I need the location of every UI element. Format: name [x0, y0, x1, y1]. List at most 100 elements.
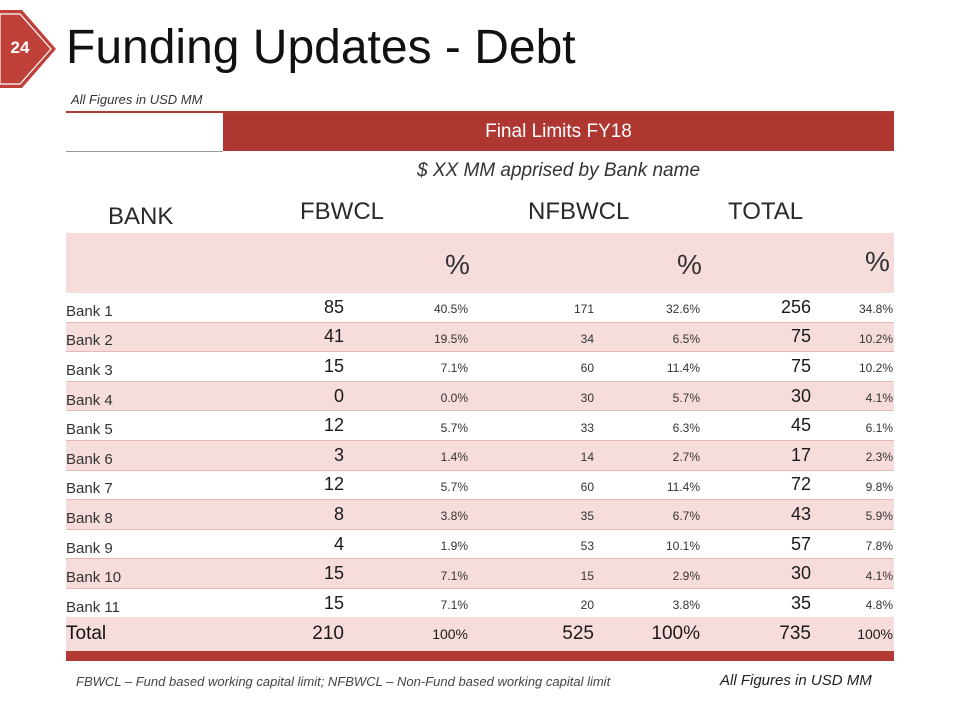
nfbwcl-value: 33: [580, 420, 594, 435]
total-pct: 6.1%: [865, 420, 893, 435]
nfbwcl-value: 15: [580, 568, 594, 583]
footnote: FBWCL – Fund based working capital limit…: [76, 674, 611, 689]
column-header-nfbwcl: NFBWCL: [528, 198, 630, 225]
bank-name: Bank 7: [66, 480, 113, 498]
total-pct: 2.3%: [865, 450, 893, 465]
total-value: 45: [790, 415, 811, 436]
nfbwcl-value: 14: [580, 450, 594, 465]
fbwcl-pct: 5.7%: [440, 420, 468, 435]
badge-chevron-icon: [0, 10, 56, 88]
nfbwcl-pct: 11.4%: [666, 479, 700, 494]
fbwcl-value: 8: [333, 503, 344, 524]
fbwcl-value: 15: [323, 563, 344, 584]
fbwcl-pct: 3.8%: [440, 509, 468, 524]
fbwcl-pct: 1.9%: [440, 539, 468, 554]
total-pct: 4.1%: [865, 568, 893, 583]
fbwcl-value: 3: [333, 444, 344, 465]
table-body: Bank 1 85 40.5% 171 32.6% 256 34.8% Bank 2 41 19.…: [66, 293, 894, 619]
nfbwcl-pct: 2.7%: [672, 450, 700, 465]
total-value: 256: [780, 296, 811, 317]
total-total: 735: [779, 623, 811, 644]
nfbwcl-pct: 3.8%: [672, 598, 700, 613]
fbwcl-pct: 7.1%: [440, 361, 468, 376]
total-label: Total: [66, 623, 107, 644]
total-value: 75: [790, 355, 811, 376]
table-row: Bank 1 85 40.5% 171 32.6% 256 34.8%: [66, 293, 894, 323]
nfbwcl-value: 60: [580, 361, 594, 376]
page-title: Funding Updates - Debt: [66, 21, 576, 74]
table-row: Bank 6 3 1.4% 14 2.7% 17 2.3%: [66, 440, 894, 471]
fbwcl-pct: 1.4%: [440, 450, 468, 465]
header-band: Final Limits FY18: [223, 113, 894, 151]
nfbwcl-value: 53: [580, 539, 594, 554]
fbwcl-pct: 7.1%: [440, 568, 468, 583]
nfbwcl-pct: 32.6%: [665, 302, 700, 317]
bank-name: Bank 4: [66, 391, 113, 409]
bottom-rule: [66, 651, 894, 661]
fbwcl-value: 41: [323, 326, 344, 347]
top-rule: [66, 111, 894, 113]
bank-name: Bank 2: [66, 332, 113, 350]
header-band-label: Final Limits FY18: [485, 121, 632, 142]
table-row: Bank 3 15 7.1% 60 11.4% 75 10.2%: [66, 352, 894, 382]
bank-name: Bank 11: [66, 598, 120, 616]
nfbwcl-pct: 6.3%: [672, 420, 700, 435]
nfbwcl-pct: 10.1%: [665, 539, 700, 554]
total-fbwcl: 210: [312, 623, 344, 644]
total-value: 17: [790, 444, 811, 465]
table-row: Bank 9 4 1.9% 53 10.1% 57 7.8%: [66, 529, 894, 560]
column-header-total: TOTAL: [728, 198, 804, 225]
fbwcl-pct: 0.0%: [440, 391, 468, 406]
total-value: 75: [790, 326, 811, 347]
total-pct: 4.1%: [865, 391, 893, 406]
fbwcl-pct: 19.5%: [433, 331, 468, 346]
nfbwcl-pct: 6.7%: [672, 509, 700, 524]
bank-name: Bank 3: [66, 361, 113, 379]
fbwcl-pct: 40.5%: [433, 302, 468, 317]
percent-header-row: % % %: [66, 233, 894, 294]
subheading: $ XX MM apprised by Bank name: [416, 160, 701, 181]
nfbwcl-pct: 11.4%: [666, 361, 700, 376]
slide-number: 24: [10, 38, 30, 57]
fbwcl-percent-header: %: [445, 249, 470, 280]
fbwcl-pct: 5.7%: [440, 479, 468, 494]
divider: [66, 151, 223, 152]
total-pct: 34.8%: [858, 302, 893, 317]
total-pct: 10.2%: [858, 331, 893, 346]
total-total-pct: 100%: [857, 626, 893, 642]
total-pct: 5.9%: [865, 509, 893, 524]
fbwcl-value: 15: [323, 355, 344, 376]
fbwcl-value: 15: [323, 592, 344, 613]
nfbwcl-value: 171: [573, 302, 594, 317]
total-value: 30: [790, 385, 811, 406]
table-row: Bank 4 0 0.0% 30 5.7% 30 4.1%: [66, 381, 894, 412]
table-row: Bank 5 12 5.7% 33 6.3% 45 6.1%: [66, 411, 894, 441]
fbwcl-value: 0: [333, 385, 344, 406]
total-pct: 10.2%: [858, 361, 893, 376]
table-row: Bank 2 41 19.5% 34 6.5% 75 10.2%: [66, 322, 894, 353]
table-row: Bank 10 15 7.1% 15 2.9% 30 4.1%: [66, 559, 894, 589]
footer-units-note: All Figures in USD MM: [720, 672, 872, 689]
fbwcl-pct: 7.1%: [440, 598, 468, 613]
nfbwcl-pct: 5.7%: [672, 391, 700, 406]
bank-name: Bank 8: [66, 509, 113, 527]
nfbwcl-value: 20: [580, 598, 594, 613]
bank-name: Bank 6: [66, 450, 113, 468]
nfbwcl-value: 60: [580, 479, 594, 494]
total-value: 43: [790, 503, 811, 524]
nfbwcl-value: 30: [580, 391, 594, 406]
bank-name: Bank 5: [66, 421, 113, 439]
table-row: Bank 11 15 7.1% 20 3.8% 35 4.8%: [66, 588, 894, 619]
fbwcl-value: 12: [323, 415, 344, 436]
nfbwcl-value: 35: [580, 509, 594, 524]
nfbwcl-value: 34: [580, 331, 594, 346]
table-row: Bank 8 8 3.8% 35 6.7% 43 5.9%: [66, 500, 894, 530]
units-note: All Figures in USD MM: [71, 92, 203, 107]
nfbwcl-pct: 6.5%: [672, 331, 700, 346]
total-fbwcl-pct: 100%: [432, 626, 468, 642]
fbwcl-value: 85: [323, 296, 344, 317]
total-nfbwcl: 525: [562, 623, 594, 644]
table-row: Bank 7 12 5.7% 60 11.4% 72 9.8%: [66, 470, 894, 501]
column-header-fbwcl: FBWCL: [300, 198, 384, 225]
total-pct: 7.8%: [865, 539, 893, 554]
